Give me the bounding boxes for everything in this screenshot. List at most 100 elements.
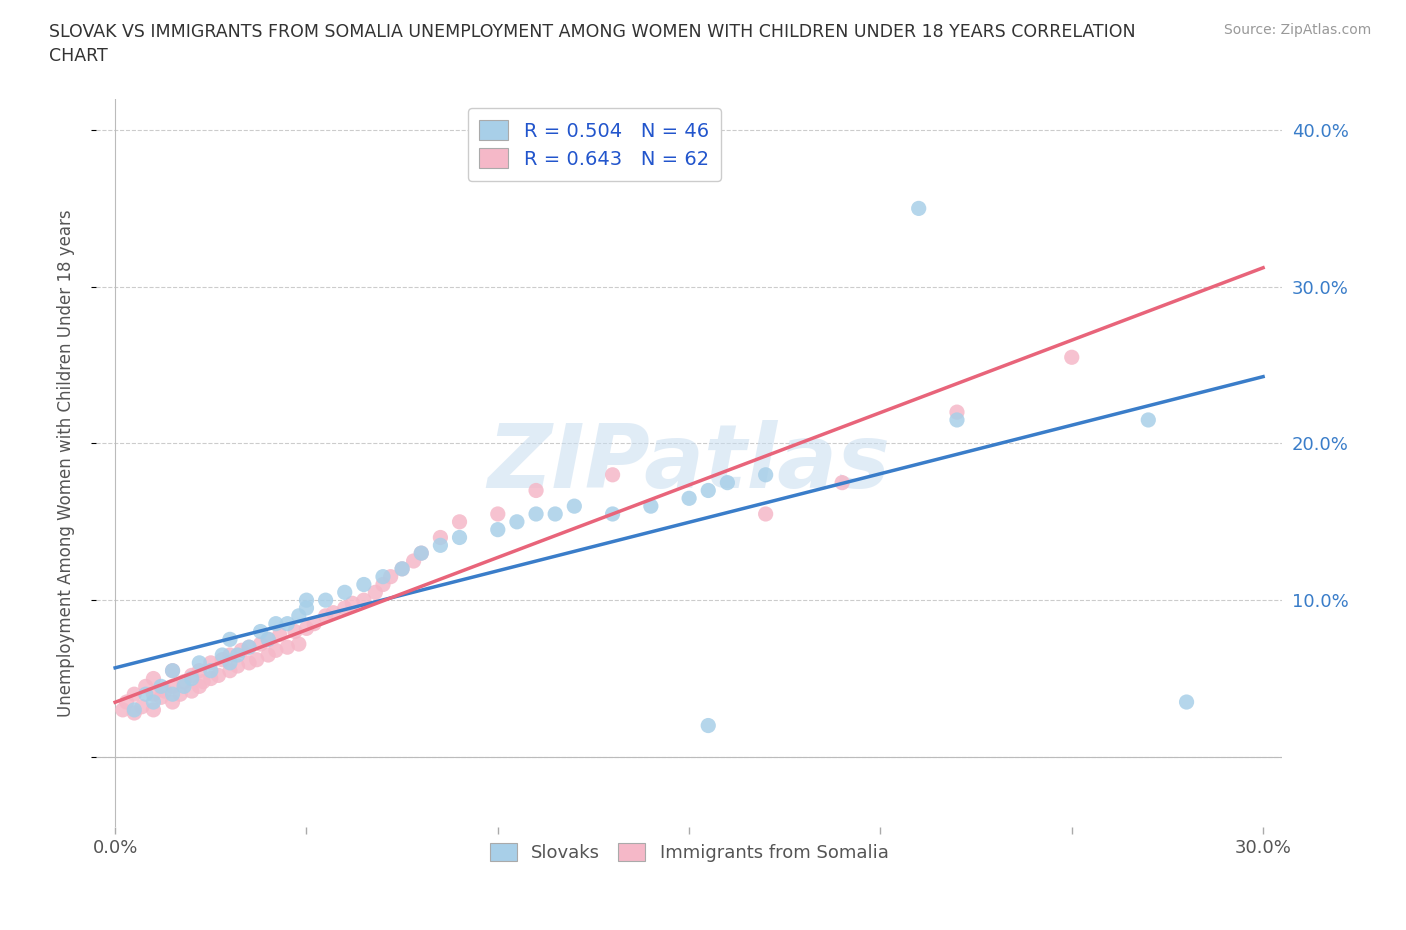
Point: [295, 621, 318, 636]
Y-axis label: Unemployment Among Women with Children Under 18 years: Unemployment Among Women with Children U…: [58, 209, 75, 717]
Point: [173, 674, 195, 689]
Point: [226, 658, 249, 673]
Point: [173, 679, 195, 694]
Point: [180, 671, 202, 686]
Point: [124, 702, 146, 717]
Point: [135, 679, 157, 694]
Point: [1060, 350, 1083, 365]
Point: [602, 468, 624, 483]
Point: [315, 608, 337, 623]
Point: [380, 569, 402, 584]
Point: [353, 577, 375, 591]
Point: [284, 624, 307, 639]
Text: ZIPatlas: ZIPatlas: [488, 419, 890, 507]
Point: [315, 592, 337, 607]
Point: [238, 640, 260, 655]
Point: [142, 702, 165, 717]
Point: [219, 631, 242, 646]
Point: [257, 631, 280, 646]
Point: [264, 617, 287, 631]
Point: [257, 631, 280, 646]
Point: [429, 538, 451, 552]
Point: [288, 608, 311, 623]
Point: [124, 706, 146, 721]
Point: [246, 652, 269, 667]
Point: [295, 601, 318, 616]
Point: [188, 663, 211, 678]
Point: [364, 585, 387, 600]
Point: [188, 656, 211, 671]
Point: [191, 674, 214, 689]
Text: Source: ZipAtlas.com: Source: ZipAtlas.com: [1223, 23, 1371, 37]
Point: [238, 640, 260, 655]
Point: [162, 695, 184, 710]
Point: [391, 562, 413, 577]
Point: [124, 686, 146, 701]
Point: [342, 596, 364, 611]
Point: [226, 647, 249, 662]
Point: [180, 668, 202, 683]
Legend: Slovaks, Immigrants from Somalia: Slovaks, Immigrants from Somalia: [482, 835, 896, 870]
Point: [322, 605, 344, 620]
Point: [602, 507, 624, 522]
Point: [371, 577, 394, 591]
Point: [716, 475, 738, 490]
Point: [678, 491, 700, 506]
Point: [207, 668, 229, 683]
Point: [411, 546, 433, 561]
Point: [249, 624, 271, 639]
Point: [153, 684, 176, 698]
Point: [200, 663, 222, 678]
Point: [1137, 413, 1160, 428]
Point: [276, 640, 298, 655]
Point: [402, 553, 425, 568]
Point: [264, 643, 287, 658]
Point: [211, 652, 233, 667]
Point: [506, 514, 529, 529]
Point: [544, 507, 567, 522]
Point: [831, 475, 853, 490]
Point: [162, 679, 184, 694]
Point: [142, 695, 165, 710]
Point: [219, 656, 242, 671]
Point: [219, 663, 242, 678]
Point: [429, 530, 451, 545]
Point: [295, 592, 318, 607]
Point: [302, 617, 325, 631]
Point: [276, 617, 298, 631]
Point: [353, 592, 375, 607]
Point: [288, 637, 311, 652]
Point: [111, 702, 134, 717]
Point: [946, 413, 969, 428]
Point: [142, 671, 165, 686]
Point: [150, 679, 173, 694]
Point: [697, 483, 720, 498]
Point: [150, 690, 173, 705]
Point: [907, 201, 929, 216]
Point: [269, 627, 291, 642]
Point: [115, 695, 138, 710]
Point: [142, 686, 165, 701]
Point: [135, 686, 157, 701]
Point: [640, 498, 662, 513]
Point: [200, 671, 222, 686]
Point: [1175, 695, 1198, 710]
Point: [211, 647, 233, 662]
Point: [200, 656, 222, 671]
Point: [333, 601, 356, 616]
Point: [219, 647, 242, 662]
Point: [371, 569, 394, 584]
Point: [449, 514, 471, 529]
Point: [231, 643, 253, 658]
Text: SLOVAK VS IMMIGRANTS FROM SOMALIA UNEMPLOYMENT AMONG WOMEN WITH CHILDREN UNDER 1: SLOVAK VS IMMIGRANTS FROM SOMALIA UNEMPL…: [49, 23, 1136, 65]
Point: [162, 686, 184, 701]
Point: [162, 663, 184, 678]
Point: [755, 507, 778, 522]
Point: [524, 507, 547, 522]
Point: [249, 637, 271, 652]
Point: [486, 523, 509, 538]
Point: [524, 483, 547, 498]
Point: [238, 656, 260, 671]
Point: [162, 663, 184, 678]
Point: [755, 468, 778, 483]
